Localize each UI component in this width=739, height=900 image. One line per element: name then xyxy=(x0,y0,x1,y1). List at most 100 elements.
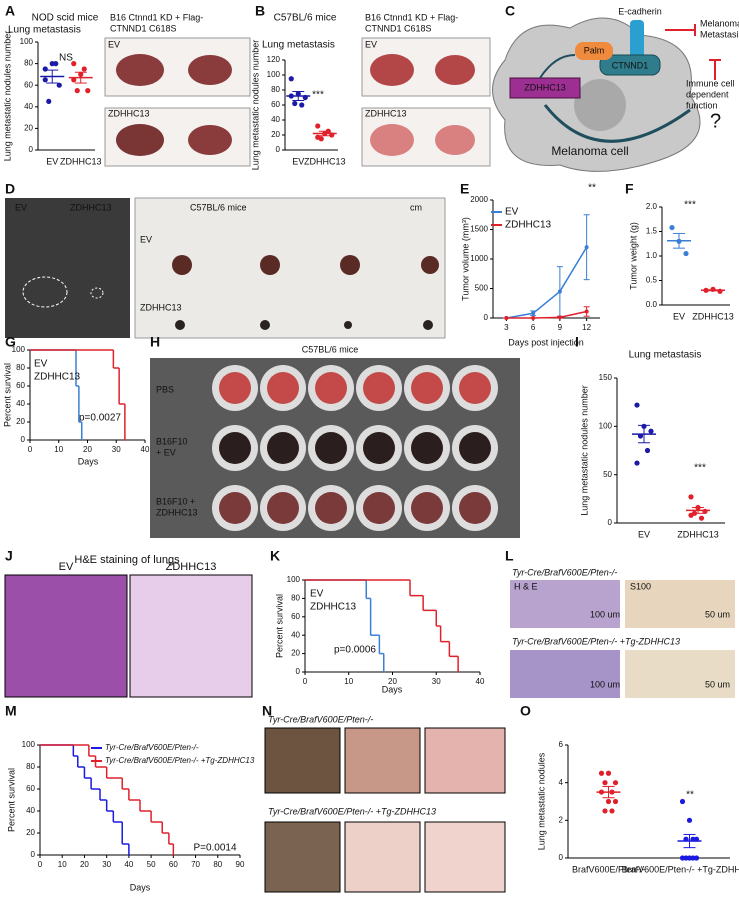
label: 100 um xyxy=(590,609,620,619)
label: cm xyxy=(410,202,422,212)
label: 100 um xyxy=(590,679,620,689)
x-tick-label: 30 xyxy=(102,860,111,869)
y-tick-label: 0 xyxy=(31,850,36,859)
lung xyxy=(411,432,443,464)
annotation: *** xyxy=(312,90,324,101)
y-tick-label: 1.0 xyxy=(646,251,658,260)
y-tick-label: 20 xyxy=(24,124,33,133)
dot xyxy=(71,77,77,83)
y-axis-label: Lung metastatic nodules number xyxy=(2,31,12,162)
x-tick-label: 90 xyxy=(236,860,245,869)
dot xyxy=(292,100,298,107)
x-tick-label: 40 xyxy=(124,860,133,869)
lung xyxy=(116,124,164,156)
y-tick-label: 100 xyxy=(287,575,301,584)
label: ZDHHC13 xyxy=(70,202,112,212)
y-tick-label: 80 xyxy=(291,594,300,603)
dot xyxy=(688,512,694,518)
label: H&E staining of lungs xyxy=(74,554,180,566)
chart-subtitle: Lung metastasis xyxy=(629,350,702,361)
lung xyxy=(219,432,251,464)
x-tick-label: 3 xyxy=(504,323,509,332)
legend-label: EV xyxy=(34,359,48,370)
panel-letter: M xyxy=(5,703,17,719)
y-tick-label: 80 xyxy=(16,363,25,372)
y-tick-label: 40 xyxy=(16,399,25,408)
tumor xyxy=(421,256,439,274)
x-tick-label: BrafV600E/Pten-/- +Tg-ZDHHC13 xyxy=(622,864,739,874)
x-axis-label: Days post injection xyxy=(508,337,584,347)
dot xyxy=(288,76,294,82)
photo xyxy=(625,650,735,698)
label: Metastasis xyxy=(700,29,739,39)
x-tick-label: ZDHHC13 xyxy=(692,311,734,321)
y-tick-label: 20 xyxy=(26,828,35,837)
panel-letter: N xyxy=(262,703,272,719)
photo xyxy=(264,727,341,794)
chart-subtitle: Lung metastasis xyxy=(262,40,335,51)
label: ? xyxy=(710,110,721,132)
lung xyxy=(370,124,414,156)
x-tick-label: ZDHHC13 xyxy=(304,156,346,166)
x-axis-label: Days xyxy=(382,684,403,694)
y-tick-label: 2000 xyxy=(470,195,488,204)
lung xyxy=(411,372,443,404)
x-tick-label: 0 xyxy=(28,445,33,454)
tumor xyxy=(260,320,270,330)
dot xyxy=(315,123,321,129)
x-tick-label: 10 xyxy=(54,445,63,454)
zddhc13-box xyxy=(509,77,581,99)
y-tick-label: 100 xyxy=(20,37,34,46)
label: B16 Ctnnd1 KD + Flag- xyxy=(110,12,203,22)
y-tick-label: 100 xyxy=(12,345,26,354)
dot xyxy=(602,808,608,814)
lung xyxy=(363,492,395,524)
legend-label: ZDHHC13 xyxy=(34,372,81,383)
y-tick-label: 0 xyxy=(296,667,301,676)
lung xyxy=(267,432,299,464)
label: B16F10 + xyxy=(156,496,195,506)
label: Melanoma xyxy=(700,18,739,28)
lung xyxy=(363,432,395,464)
x-tick-label: 80 xyxy=(213,860,222,869)
y-tick-label: 0 xyxy=(484,313,489,322)
dot xyxy=(81,66,87,72)
y-tick-label: 20 xyxy=(16,417,25,426)
y-tick-label: 80 xyxy=(271,85,280,94)
x-tick-label: 70 xyxy=(191,860,200,869)
y-tick-label: 1.5 xyxy=(646,227,658,236)
lung xyxy=(188,125,232,155)
y-tick-label: 2.0 xyxy=(646,202,658,211)
label: Immune cell xyxy=(686,78,735,88)
dot xyxy=(679,798,686,805)
panel-letter: H xyxy=(150,334,160,350)
y-axis-label: Percent survival xyxy=(6,768,16,832)
lung xyxy=(435,55,475,85)
label: C57BL/6 mice xyxy=(190,202,247,212)
lung xyxy=(219,372,251,404)
lung xyxy=(315,432,347,464)
y-tick-label: 60 xyxy=(16,381,25,390)
y-tick-label: 1000 xyxy=(470,254,488,263)
panel-letter: J xyxy=(5,548,13,564)
chart-title: C57BL/6 mice xyxy=(274,13,337,24)
photo xyxy=(510,580,620,628)
y-tick-label: 80 xyxy=(26,762,35,771)
marker xyxy=(504,316,509,320)
annotation: P=0.0014 xyxy=(193,843,237,854)
dot xyxy=(299,102,305,108)
x-tick-label: 6 xyxy=(531,323,536,332)
tumor xyxy=(260,255,280,275)
x-tick-label: EV xyxy=(673,311,685,321)
x-tick-label: 20 xyxy=(388,677,397,686)
label: EV xyxy=(15,202,27,212)
y-tick-label: 1500 xyxy=(470,225,488,234)
label: B16F10 xyxy=(156,436,188,446)
dot xyxy=(686,817,693,823)
x-tick-label: EV xyxy=(46,156,58,166)
photo xyxy=(129,574,253,698)
y-tick-label: 20 xyxy=(291,649,300,658)
dot xyxy=(53,61,59,67)
photos xyxy=(4,37,735,893)
y-tick-label: 100 xyxy=(599,421,613,430)
